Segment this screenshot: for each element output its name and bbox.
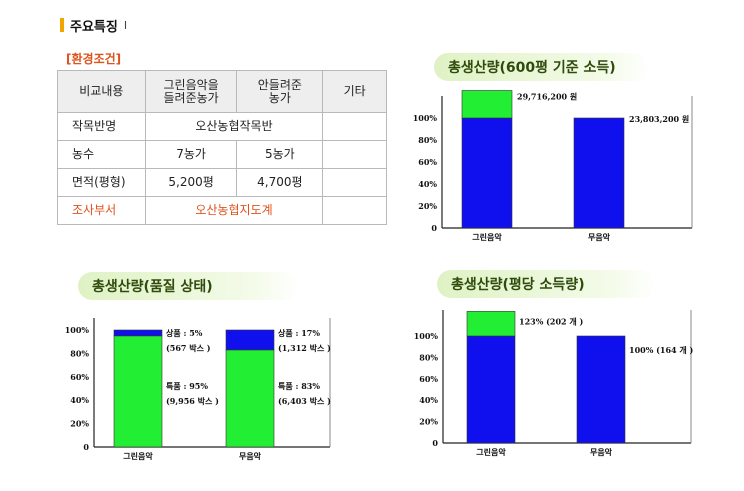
table-row: 농수 7농가 5농가 [57, 140, 387, 169]
table-cell [322, 168, 387, 197]
table-row: 조사부서 오산농협지도계 [57, 196, 387, 225]
heading-separator: I [123, 18, 128, 32]
chart-quality: 0 20% 40% 60% 80% 100% 그린음악 무음악 상품 : 5% (567 박스 )… [58, 314, 338, 462]
x-tick-label: 무음악 [590, 447, 613, 457]
data-label: 123% (202 개 ) [519, 316, 584, 326]
page-heading: 주요특징 I [60, 16, 128, 35]
row-label: 농수 [57, 140, 146, 169]
data-label: 특품 : 83% [278, 381, 320, 391]
chart-per-pyeong: 0 20% 40% 60% 80% 100% 그린음악 무음악 123% (202 개 ) 100… [407, 302, 702, 457]
y-tick-label: 40% [418, 179, 437, 189]
row-label: 작목반명 [57, 112, 146, 141]
data-label: 상품 : 5% [166, 328, 203, 338]
row-label: 면적(평형) [57, 168, 146, 197]
y-tick-label: 80% [419, 352, 438, 362]
y-tick-label: 100% [413, 113, 438, 123]
y-tick-label: 20% [70, 419, 89, 429]
x-tick-label: 그린음악 [476, 447, 506, 457]
conditions-table: 비교내용 그린음악을 들려준농가 안들려준 농가 기타 작목반명 오산농협작목반… [57, 70, 387, 225]
y-tick-label: 0 [432, 438, 438, 448]
y-tick-label: 0 [431, 223, 437, 233]
y-tick-label: 100% [414, 331, 439, 341]
data-label: 상품 : 17% [278, 328, 320, 338]
y-tick-label: 40% [70, 395, 89, 405]
bar-upper [113, 329, 163, 337]
heading-bar [60, 18, 64, 32]
header-cell: 비교내용 [57, 70, 146, 113]
table-cell: 5농가 [236, 140, 324, 169]
bar-lower [461, 117, 513, 229]
chart-title-quality: 총생산량(품질 상태) [78, 272, 298, 300]
y-tick-label: 20% [419, 417, 438, 427]
table-cell: 5,200평 [144, 168, 238, 197]
bar-upper [466, 311, 516, 337]
data-label: 특품 : 95% [166, 381, 208, 391]
y-tick-label: 80% [70, 348, 89, 358]
data-label: (1,312 박스 ) [278, 343, 331, 353]
y-tick-label: 60% [419, 374, 438, 384]
x-tick-label: 무음악 [239, 451, 262, 461]
table-cell [322, 112, 387, 141]
table-cell [322, 196, 387, 225]
chart-income: 0 20% 40% 60% 80% 100% 그린음악 무음악 29,716,200 원 23,8… [402, 86, 702, 244]
header-cell: 기타 [322, 70, 387, 113]
data-label: 100% (164 개 ) [629, 345, 694, 355]
bar-lower [576, 335, 626, 444]
table-row: 작목반명 오산농협작목반 [57, 112, 387, 141]
conditions-title: [환경조건] [66, 52, 122, 66]
row-label: 조사부서 [57, 196, 146, 225]
data-label: (567 박스 ) [166, 343, 211, 353]
bar-lower [113, 335, 163, 448]
y-tick-label: 20% [418, 201, 437, 211]
x-tick-label: 그린음악 [472, 232, 502, 242]
y-tick-label: 100% [65, 325, 90, 335]
bar-lower [573, 117, 625, 229]
page-title: 주요특징 [70, 19, 118, 35]
bar-upper [461, 90, 513, 119]
y-tick-label: 0 [83, 442, 89, 452]
bar-lower [466, 335, 516, 444]
data-label: (6,403 박스 ) [278, 396, 331, 406]
table-header-row: 비교내용 그린음악을 들려준농가 안들려준 농가 기타 [57, 70, 387, 113]
table-cell: 오산농협지도계 [144, 196, 324, 225]
data-label: 23,803,200 원 [629, 114, 689, 124]
y-tick-label: 60% [418, 157, 437, 167]
table-cell: 4,700평 [236, 168, 324, 197]
x-tick-label: 그린음악 [123, 451, 153, 461]
chart-title-per-pyeong: 총생산량(평당 소득량) [437, 270, 655, 298]
data-label: (9,956 박스 ) [166, 396, 219, 406]
y-tick-label: 40% [419, 395, 438, 405]
header-cell: 안들려준 농가 [236, 70, 324, 113]
chart-title-income: 총생산량(600평 기준 소득) [434, 53, 649, 81]
y-tick-label: 60% [70, 372, 89, 382]
x-tick-label: 무음악 [588, 232, 611, 242]
table-cell: 오산농협작목반 [144, 112, 324, 141]
bar-lower [225, 349, 275, 448]
table-cell: 7농가 [144, 140, 238, 169]
header-cell: 그린음악을 들려준농가 [144, 70, 238, 113]
table-cell [322, 140, 387, 169]
bar-upper [225, 329, 275, 351]
table-row: 면적(평형) 5,200평 4,700평 [57, 168, 387, 197]
y-tick-label: 80% [418, 135, 437, 145]
data-label: 29,716,200 원 [517, 92, 577, 102]
